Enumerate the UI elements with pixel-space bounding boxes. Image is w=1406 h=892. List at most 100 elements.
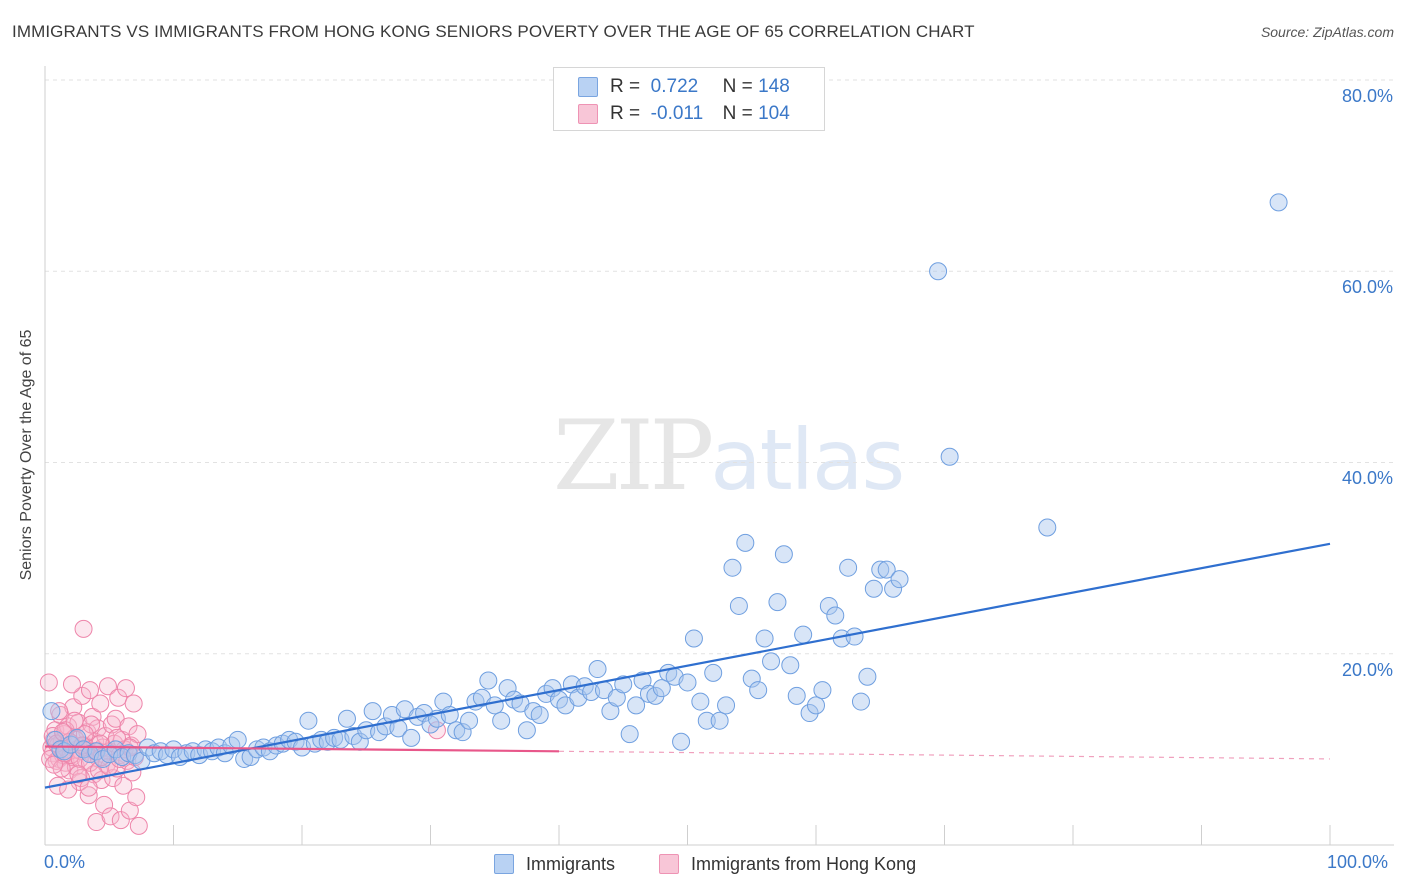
- immigrants-point: [299, 711, 318, 730]
- chart-title: IMMIGRANTS VS IMMIGRANTS FROM HONG KONG …: [12, 22, 975, 41]
- immigrants-point: [646, 686, 665, 705]
- hong-kong-point: [91, 694, 110, 713]
- immigrants-point: [749, 681, 768, 700]
- hong-kong-point: [101, 807, 120, 826]
- hong-kong-point: [89, 761, 108, 780]
- immigrants-point: [485, 696, 504, 715]
- immigrants-point: [678, 673, 697, 692]
- legend-row-immigrants: R = 0.722 N = 148: [578, 74, 790, 100]
- n-label: N =: [722, 76, 753, 97]
- hong-kong-point: [79, 778, 98, 797]
- immigrants-point: [710, 711, 729, 730]
- immigrants-point: [774, 545, 793, 564]
- immigrants-point: [492, 711, 511, 730]
- legend-label: Immigrants from Hong Kong: [691, 853, 917, 874]
- hong-kong-point: [129, 816, 148, 835]
- immigrants-point: [672, 732, 691, 751]
- hong-kong-point: [119, 717, 138, 736]
- hong-kong-point: [127, 788, 146, 807]
- watermark: ZIPatlas: [553, 400, 905, 512]
- hong-kong-point: [50, 702, 69, 721]
- hong-kong-point: [124, 694, 143, 713]
- immigrants-point: [588, 660, 607, 679]
- stats-legend: R = 0.722 N = 148 R = -0.011 N = 104: [553, 67, 825, 131]
- immigrants-point: [42, 702, 61, 721]
- legend-item-immigrants[interactable]: Immigrants: [494, 851, 615, 877]
- n-value: 104: [758, 103, 790, 124]
- immigrants-point: [826, 606, 845, 625]
- immigrants-point: [517, 721, 536, 740]
- immigrants-point: [884, 579, 903, 598]
- immigrants-point: [723, 558, 742, 577]
- immigrants-point: [787, 686, 806, 705]
- immigrants-point: [614, 675, 633, 694]
- n-label: N =: [722, 103, 753, 124]
- blue-swatch-icon: [578, 77, 598, 97]
- immigrants-point: [337, 709, 356, 728]
- immigrants-point: [736, 533, 755, 552]
- pink-swatch-icon: [659, 854, 679, 874]
- immigrants-point: [794, 625, 813, 644]
- immigrants-point: [402, 728, 421, 747]
- immigrants-point: [845, 627, 864, 646]
- hong-kong-point: [80, 681, 99, 700]
- immigrants-point: [871, 560, 890, 579]
- x-tick-label: 100.0%: [1327, 852, 1389, 872]
- hong-kong-point: [59, 780, 78, 799]
- x-tick-label: 0.0%: [44, 852, 86, 872]
- immigrants-point: [890, 570, 909, 589]
- hong-kong-point: [69, 765, 88, 784]
- immigrants-point: [1269, 193, 1288, 212]
- immigrants-point: [228, 730, 247, 749]
- hong-kong-point: [128, 725, 147, 744]
- immigrants-point: [479, 671, 498, 690]
- hong-kong-trend-line: [44, 745, 560, 753]
- immigrants-point: [858, 667, 877, 686]
- immigrants-point: [627, 696, 646, 715]
- immigrants-point: [717, 696, 736, 715]
- hong-kong-point: [116, 679, 135, 698]
- y-tick-label: 20.0%: [1341, 660, 1393, 680]
- immigrants-point: [729, 596, 748, 615]
- n-value: 148: [758, 76, 790, 97]
- immigrants-point: [864, 579, 883, 598]
- immigrants-point: [691, 692, 710, 711]
- immigrants-point: [807, 696, 825, 715]
- r-label: R =: [610, 76, 641, 97]
- immigrants-point: [755, 629, 774, 648]
- immigrants-trend-line: [44, 542, 1331, 789]
- immigrants-point: [819, 596, 838, 615]
- legend-row-hong-kong: R = -0.011 N = 104: [578, 101, 790, 127]
- r-label: R =: [610, 103, 641, 124]
- immigrants-point: [460, 711, 479, 730]
- immigrants-point: [684, 629, 703, 648]
- immigrants-point: [498, 679, 517, 698]
- immigrants-point: [813, 681, 832, 700]
- immigrants-point: [447, 721, 466, 740]
- hong-kong-point: [74, 619, 93, 638]
- y-tick-label: 60.0%: [1341, 277, 1393, 297]
- hong-kong-point: [44, 755, 63, 774]
- immigrants-point: [762, 652, 781, 671]
- hong-kong-point: [70, 749, 89, 768]
- legend-label: Immigrants: [526, 853, 616, 874]
- immigrants-point: [877, 560, 896, 579]
- hong-kong-point: [82, 715, 101, 734]
- immigrants-point: [453, 723, 472, 742]
- hong-kong-point: [39, 673, 58, 692]
- blue-swatch-icon: [494, 854, 514, 874]
- immigrants-point: [697, 711, 716, 730]
- hong-kong-point: [62, 675, 81, 694]
- source-label: Source: ZipAtlas.com: [1260, 24, 1394, 40]
- immigrants-point: [530, 705, 549, 724]
- immigrants-point: [940, 447, 959, 466]
- watermark-atlas: atlas: [710, 411, 905, 509]
- immigrants-point: [704, 663, 723, 682]
- immigrants-point: [742, 669, 761, 688]
- hong-kong-point: [79, 786, 98, 805]
- immigrants-point: [363, 702, 382, 721]
- legend-item-hong-kong[interactable]: Immigrants from Hong Kong: [659, 851, 916, 877]
- hong-kong-point: [111, 811, 130, 830]
- hong-kong-point: [83, 707, 102, 726]
- immigrants-point: [652, 679, 671, 698]
